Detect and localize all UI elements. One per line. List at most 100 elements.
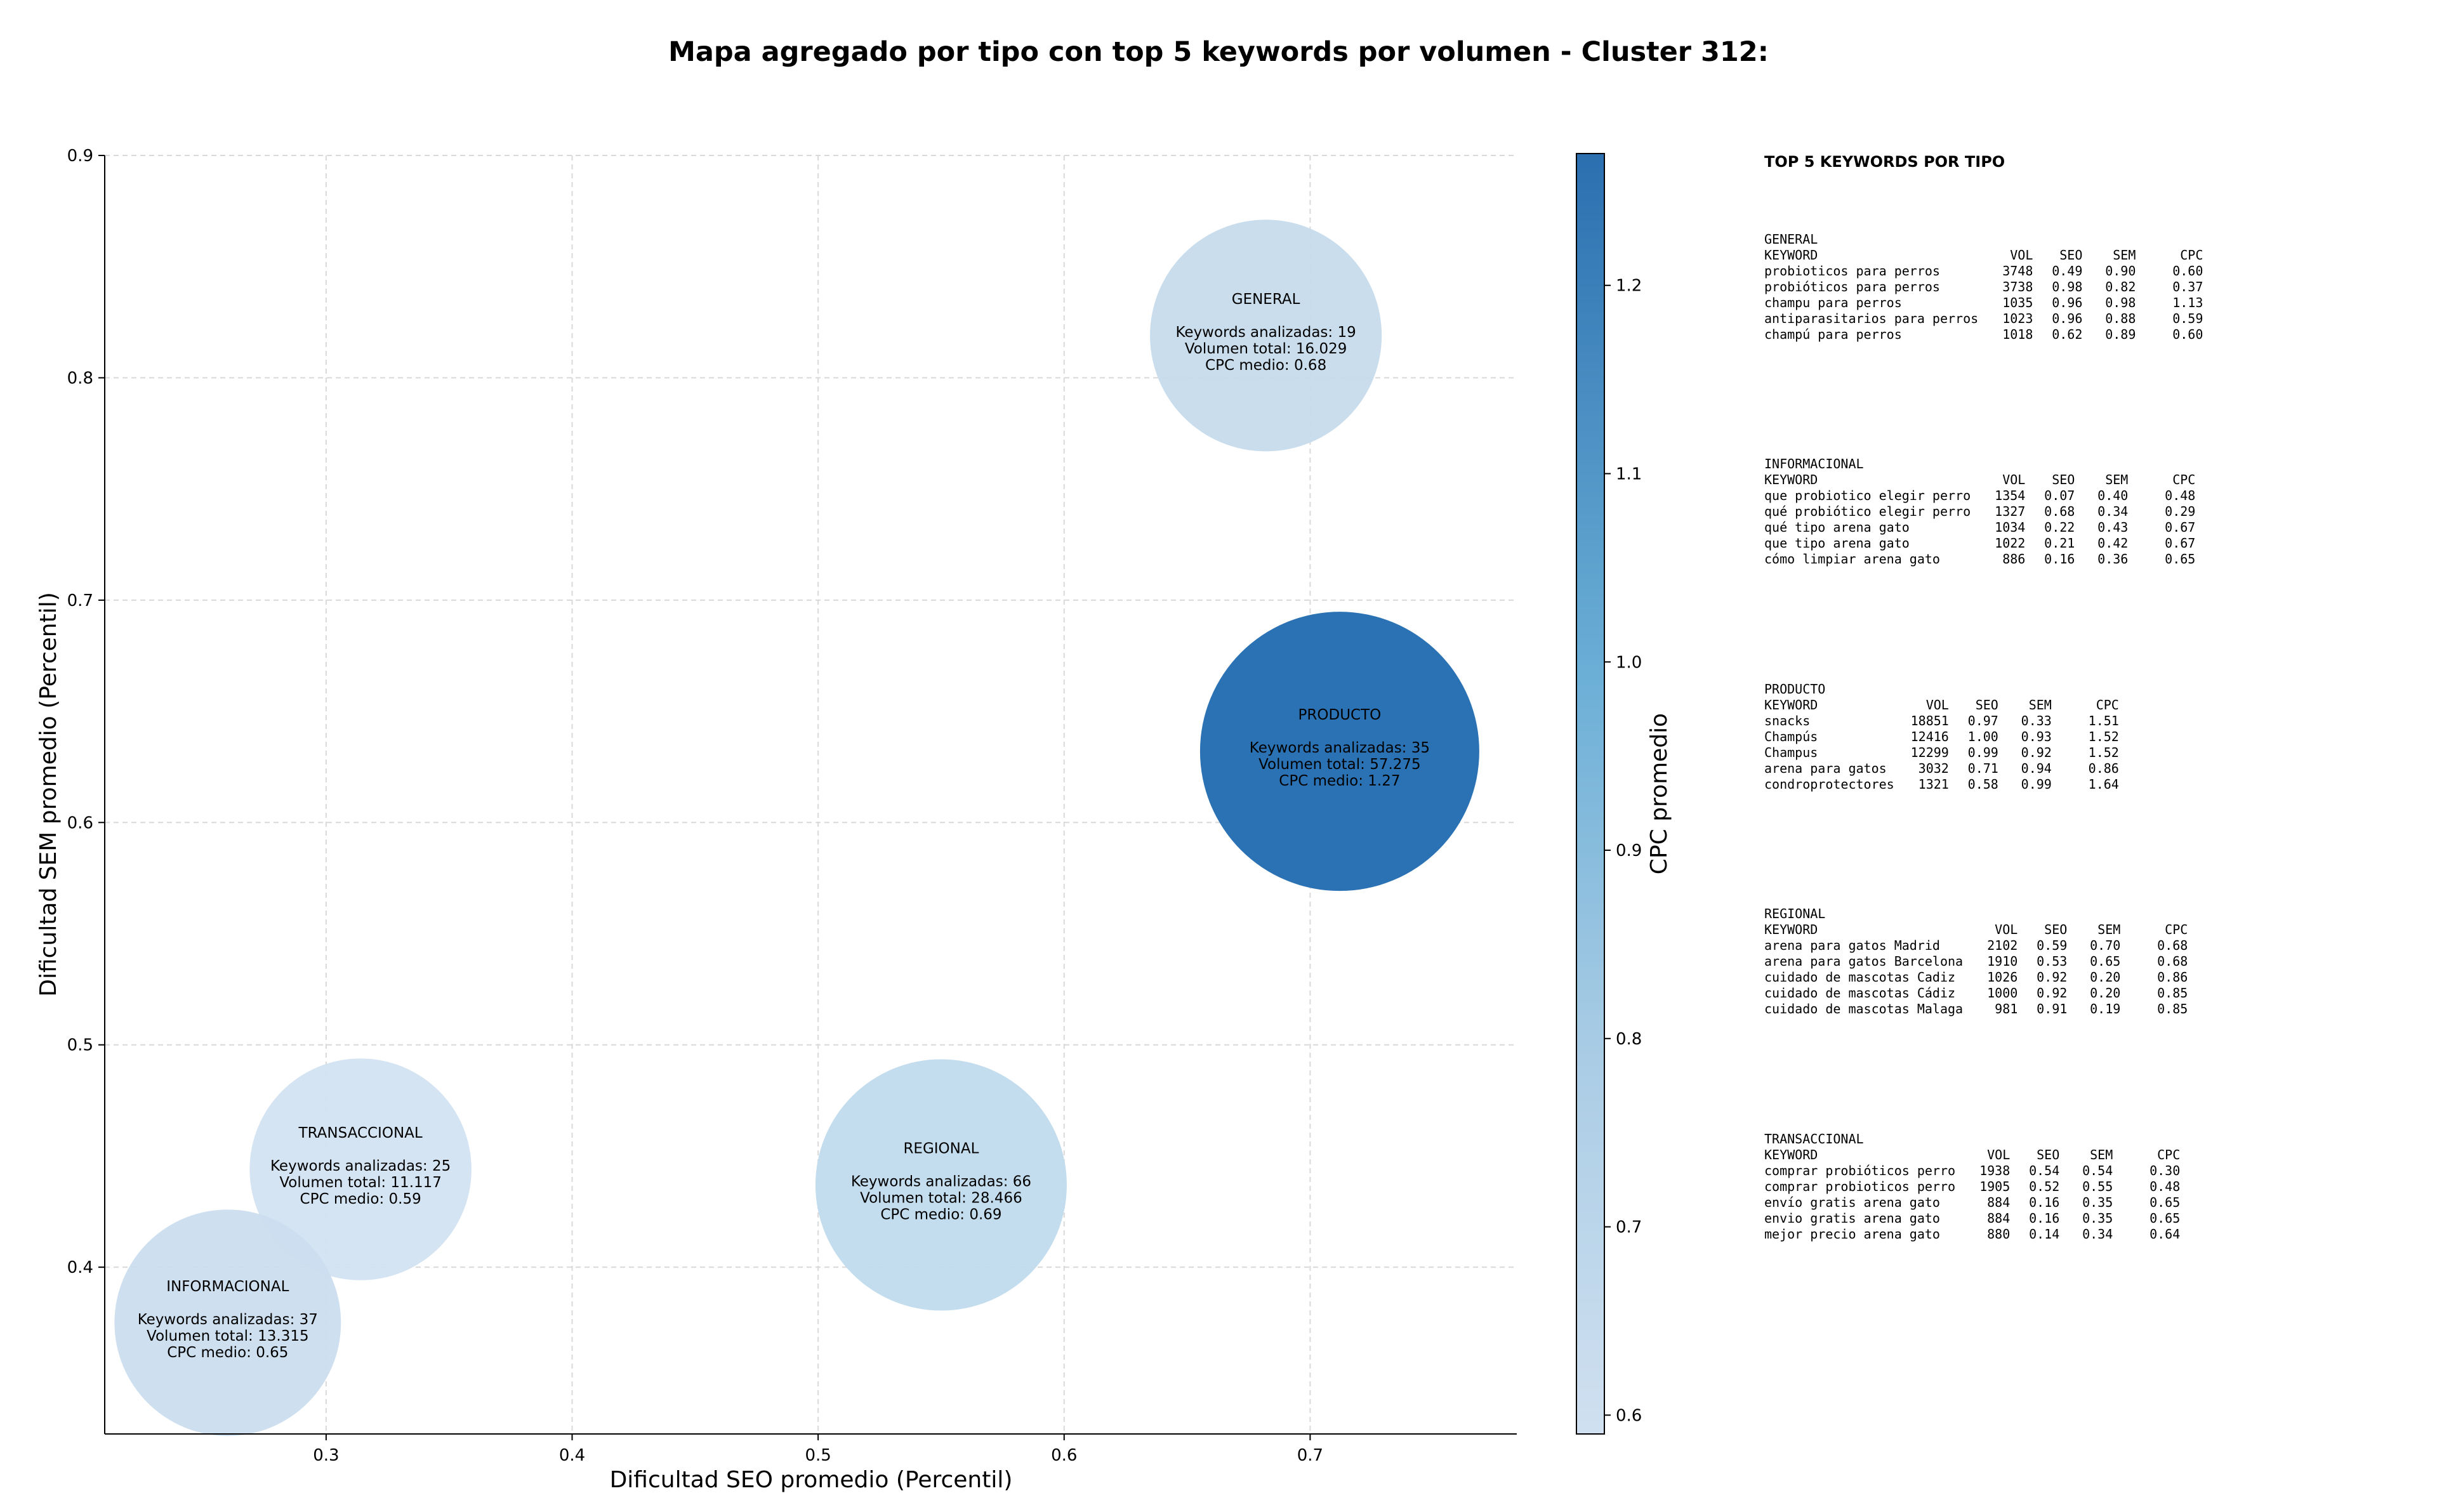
colorbar [1576,153,1605,1435]
table-row: mejor precio arena gato 880 0.14 0.34 0.64 [1764,1226,2180,1242]
value-cell: 0.58 [1967,777,1998,792]
value-cell: 0.34 [2082,1226,2113,1242]
keyword-cell: Champús [1764,729,1818,744]
y-ticks: 0.4 0.5 0.6 0.7 0.8 0.9 [67,147,105,1277]
value-cell: 0.33 [2021,713,2052,728]
value-cell: 0.71 [1967,761,1998,776]
value-cell: CPC [2180,247,2203,263]
keyword-cell: cuidado de mascotas Malaga [1764,1001,1964,1016]
table-row: cuidado de mascotas Malaga 981 0.91 0.19 0.8… [1764,1001,2188,1017]
y-tick-label: 0.6 [67,813,93,832]
keyword-cell: que tipo arena gato [1764,536,1910,551]
bubble-cpc: CPC medio: 0.69 [880,1207,1001,1223]
value-cell: 0.20 [2090,985,2121,1001]
table-row: antiparasitarios para perros 1023 0.96 0.88… [1764,311,2203,327]
group-regional: REGIONAL KEYWORD VOL SEO SEM CPC arena para ga… [1764,906,2188,1017]
value-cell: SEM [2113,247,2136,263]
value-cell: VOL [1925,697,1949,713]
value-cell: 1938 [1979,1163,2011,1178]
bubble-keywords: Keywords analizadas: 66 [851,1174,1031,1190]
value-cell: 0.91 [2037,1001,2068,1016]
table-row: arena para gatos Madrid 2102 0.59 0.70 0.68 [1764,938,2188,954]
group-title: TRANSACCIONAL [1764,1131,1864,1147]
value-cell: 0.29 [2165,504,2196,519]
bubble-label: GENERAL [1232,291,1300,308]
value-cell: 1022 [1995,536,2026,551]
keyword-cell: arena para gatos Madrid [1764,938,1940,953]
value-cell: 1018 [2002,327,2033,342]
value-cell: 0.35 [2082,1211,2113,1226]
value-cell: 0.90 [2105,263,2136,279]
value-cell: 0.48 [2165,488,2196,503]
bubble-label: PRODUCTO [1298,707,1382,723]
keyword-cell: mejor precio arena gato [1764,1226,1940,1242]
bubble-volume: Volumen total: 16.029 [1185,341,1347,357]
value-cell: 0.92 [2037,985,2068,1001]
x-ticks: 0.3 0.4 0.5 0.6 0.7 [313,1434,1323,1465]
value-cell: 0.53 [2037,954,2068,969]
value-cell: 0.93 [2021,729,2052,744]
keyword-cell: cuidado de mascotas Cadiz [1764,970,1956,985]
value-cell: 1023 [2002,311,2033,326]
value-cell: 0.16 [2044,551,2075,567]
keyword-cell: probioticos para perros [1764,263,1940,279]
bubble-circle [114,1209,341,1436]
table-row: que tipo arena gato 1022 0.21 0.42 0.67 [1764,536,2195,551]
value-cell: 0.85 [2157,1001,2188,1016]
value-cell: 1.13 [2172,295,2203,310]
bubble-transaccional: TRANSACCIONAL Keywords analizadas: 25Volu… [249,1058,472,1280]
group-title: PRODUCTO [1764,681,1826,697]
value-cell: 12416 [1910,729,1949,744]
value-cell: 3032 [1918,761,1949,776]
table-row: comprar probióticos perro 1938 0.54 0.54 0.3… [1764,1163,2180,1179]
colorbar-tick-label: 1.0 [1616,653,1642,672]
keyword-cell: champu para perros [1764,295,1902,310]
bubble-circle [815,1059,1067,1311]
y-tick-label: 0.7 [67,591,93,610]
keyword-cell: arena para gatos Barcelona [1764,954,1964,969]
bubble-cpc: CPC medio: 0.59 [300,1191,421,1207]
keyword-cell: champú para perros [1764,327,1902,342]
value-cell: VOL [1995,922,2018,937]
value-cell: 0.48 [2150,1179,2181,1194]
value-cell: 0.67 [2165,536,2196,551]
value-cell: 1034 [1995,520,2026,535]
value-cell: 0.88 [2105,311,2136,326]
value-cell: 0.82 [2105,279,2136,294]
value-cell: 0.70 [2090,938,2121,953]
bubble-cpc: CPC medio: 0.68 [1205,357,1326,374]
keyword-cell: KEYWORD [1764,697,1818,713]
value-cell: 0.65 [2150,1211,2181,1226]
value-cell: 0.94 [2021,761,2052,776]
value-cell: 0.97 [1967,713,1998,728]
keyword-cell: arena para gatos [1764,761,1887,776]
bubble-cpc: CPC medio: 1.27 [1279,773,1400,789]
table-row: envio gratis arena gato 884 0.16 0.35 0.65 [1764,1211,2180,1226]
value-cell: 884 [1987,1211,2011,1226]
value-cell: 0.60 [2172,327,2203,342]
value-cell: 0.99 [2021,777,2052,792]
value-cell: 0.65 [2165,551,2196,567]
keyword-cell: cómo limpiar arena gato [1764,551,1940,567]
value-cell: 0.55 [2082,1179,2113,1194]
bubble-volume: Volumen total: 13.315 [147,1328,309,1344]
value-cell: 1.51 [2088,713,2119,728]
value-cell: 0.85 [2157,985,2188,1001]
value-cell: 1910 [1987,954,2018,969]
value-cell: 0.59 [2172,311,2203,326]
value-cell: 884 [1987,1195,2011,1210]
x-tick-label: 0.6 [1051,1446,1077,1465]
value-cell: 0.19 [2090,1001,2121,1016]
bubble-volume: Volumen total: 28.466 [860,1190,1022,1207]
bubble-cpc: CPC medio: 0.65 [167,1344,288,1361]
value-cell: 0.37 [2172,279,2203,294]
value-cell: 0.98 [2105,295,2136,310]
value-cell: 0.49 [2052,263,2083,279]
chart-title: Mapa agregado por tipo con top 5 keyword… [668,36,1769,68]
group-transaccional: TRANSACCIONAL KEYWORD VOL SEO SEM CPC comprar … [1764,1131,2180,1242]
value-cell: 0.35 [2082,1195,2113,1210]
table-row: cuidado de mascotas Cadiz 1026 0.92 0.20 0.8… [1764,970,2188,985]
bubble-keywords: Keywords analizadas: 37 [138,1311,318,1328]
value-cell: 0.68 [2044,504,2075,519]
